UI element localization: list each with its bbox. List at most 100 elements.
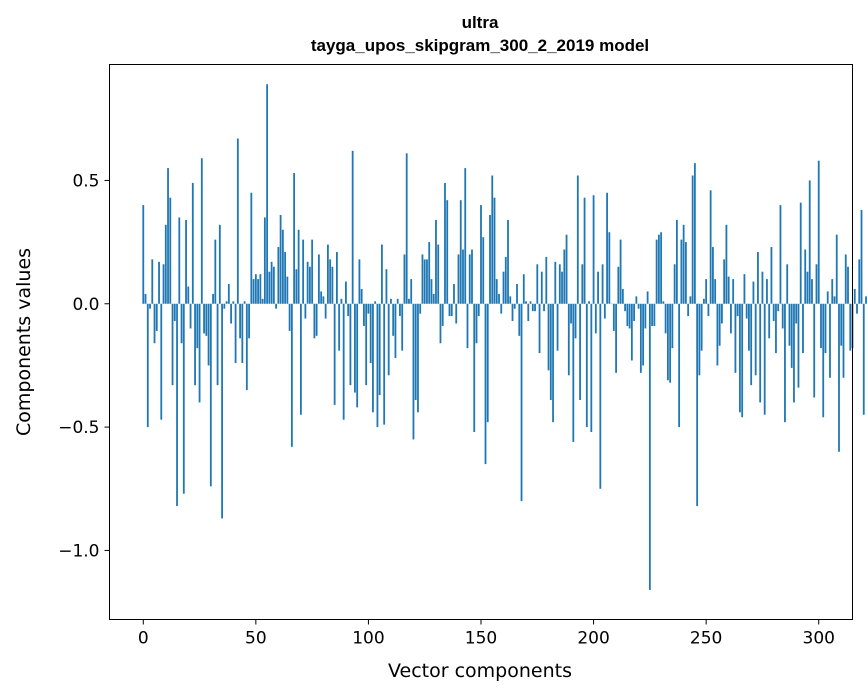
bar-31 <box>212 293 214 304</box>
bar-253 <box>712 247 714 304</box>
bar-257 <box>721 303 723 324</box>
bar-127 <box>428 242 431 304</box>
bar-64 <box>286 276 289 304</box>
bar-197 <box>585 303 588 428</box>
bar-80 <box>322 296 325 304</box>
bar-300 <box>817 160 820 304</box>
bar-263 <box>734 303 737 373</box>
bar-23 <box>194 303 196 386</box>
bar-40 <box>232 301 235 304</box>
bar-222 <box>642 303 645 366</box>
bar-99 <box>365 303 368 386</box>
bar-26 <box>200 158 203 304</box>
bar-128 <box>430 279 433 304</box>
bar-288 <box>790 303 793 368</box>
bar-148 <box>475 303 478 344</box>
bar-295 <box>806 271 809 304</box>
bar-212 <box>619 239 622 304</box>
bar-161 <box>504 256 507 304</box>
bar-68 <box>295 269 298 304</box>
bar-165 <box>513 303 516 309</box>
bar-44 <box>241 303 244 363</box>
bar-202 <box>597 271 599 304</box>
bar-149 <box>477 303 480 317</box>
bar-297 <box>811 279 813 304</box>
bar-133 <box>441 303 444 326</box>
bar-281 <box>775 303 777 354</box>
bar-25 <box>198 303 201 403</box>
bar-53 <box>261 298 264 304</box>
bar-5 <box>153 303 156 344</box>
bar-227 <box>653 303 656 326</box>
bar-163 <box>509 296 512 304</box>
bar-115 <box>401 303 404 351</box>
bar-125 <box>423 259 426 304</box>
bar-37 <box>225 301 228 304</box>
bar-278 <box>768 303 771 339</box>
bar-101 <box>369 303 372 363</box>
bar-157 <box>495 279 498 304</box>
bar-236 <box>673 264 676 304</box>
bar-191 <box>572 303 575 442</box>
bar-270 <box>750 303 753 386</box>
bar-35 <box>221 303 223 519</box>
bar-85 <box>333 303 336 405</box>
bar-187 <box>563 249 566 304</box>
chart-title: ultra <box>462 13 499 32</box>
bar-118 <box>408 298 410 304</box>
bar-15 <box>176 303 178 507</box>
bar-1 <box>144 293 147 304</box>
bar-54 <box>263 217 266 304</box>
bar-221 <box>639 303 642 373</box>
bar-66 <box>290 303 293 447</box>
bar-268 <box>745 303 748 319</box>
bar-213 <box>621 288 624 304</box>
bar-211 <box>617 266 620 304</box>
bar-126 <box>426 259 428 304</box>
bar-175 <box>536 264 539 304</box>
bar-220 <box>637 303 640 309</box>
bar-285 <box>784 303 786 423</box>
bar-242 <box>687 303 690 317</box>
bar-272 <box>754 303 757 376</box>
bar-214 <box>624 303 626 312</box>
bar-260 <box>727 276 730 304</box>
bar-141 <box>459 200 462 304</box>
bar-97 <box>360 288 363 304</box>
bar-171 <box>527 303 530 322</box>
bar-152 <box>484 303 487 465</box>
bar-114 <box>399 303 401 317</box>
bar-94 <box>354 303 356 393</box>
bar-249 <box>703 298 705 304</box>
bar-209 <box>612 303 615 331</box>
bar-172 <box>529 301 532 304</box>
bar-183 <box>554 261 557 304</box>
bar-38 <box>227 284 230 304</box>
bar-48 <box>250 192 253 304</box>
bar-154 <box>489 214 491 304</box>
bar-74 <box>308 266 311 304</box>
bar-240 <box>682 224 685 304</box>
bar-296 <box>808 180 811 304</box>
bar-250 <box>705 279 708 304</box>
bar-84 <box>331 266 334 304</box>
bar-42 <box>236 138 239 304</box>
bar-274 <box>759 303 762 403</box>
bar-188 <box>565 234 568 304</box>
bar-276 <box>763 303 766 415</box>
x-tick-label: 50 <box>245 629 267 649</box>
bar-293 <box>802 303 804 354</box>
bar-59 <box>275 303 278 309</box>
bar-264 <box>736 303 739 317</box>
bar-160 <box>502 271 505 304</box>
bar-9 <box>162 264 165 304</box>
bar-309 <box>838 303 840 452</box>
bar-147 <box>473 303 476 433</box>
bar-93 <box>351 150 354 304</box>
bar-314 <box>849 303 852 351</box>
bar-304 <box>826 291 829 304</box>
bar-190 <box>570 303 572 324</box>
y-axis: −1.0 −0.5 0.0 0.5 <box>58 171 110 561</box>
bar-196 <box>583 197 586 304</box>
bar-129 <box>432 293 435 304</box>
